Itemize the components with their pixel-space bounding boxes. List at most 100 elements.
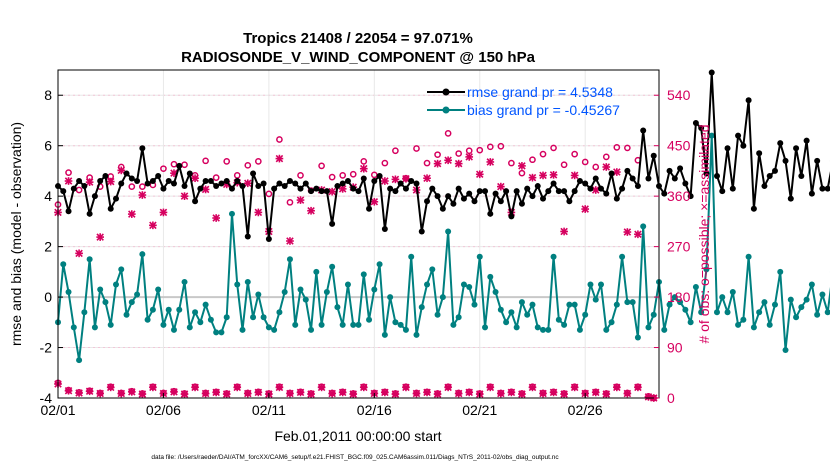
bias-point-68 [413, 331, 420, 338]
obs-assimilated-33 [402, 174, 410, 183]
obs-assimilated-low-22 [286, 389, 294, 398]
obs-assimilated-low-7 [127, 387, 136, 396]
obs-possible-34 [413, 145, 420, 152]
obs-possible-15 [212, 174, 220, 182]
obs-assimilated-low-11 [170, 387, 178, 396]
bias-point-24 [181, 278, 188, 285]
bias-point-141 [798, 304, 805, 311]
obs-possible-21 [276, 136, 283, 143]
obs-assimilated-31 [381, 177, 389, 185]
bias-point-137 [777, 268, 784, 275]
obs-assimilated-low-2 [75, 389, 83, 397]
obs-assimilated-low-46 [539, 389, 547, 398]
x-tick-label-5: 02/26 [568, 402, 603, 418]
bias-point-93 [545, 326, 552, 333]
obs-assimilated-low-53 [612, 383, 621, 392]
rmse-point-82 [487, 210, 494, 217]
obs-assimilated-36 [433, 159, 442, 168]
obs-assimilated-2 [75, 249, 83, 258]
bias-point-112 [645, 324, 652, 331]
bias-point-31 [218, 329, 225, 336]
plot-area [58, 70, 659, 398]
rmse-point-22 [170, 180, 177, 187]
bias-point-101 [587, 281, 594, 288]
obs-possible-46 [539, 150, 547, 158]
bias-point-109 [629, 299, 636, 306]
bias-point-20 [160, 321, 167, 328]
rmse-point-99 [576, 178, 583, 185]
left-tick-label-0: -4 [40, 390, 53, 406]
rmse-point-113 [650, 152, 657, 159]
left-tick-label-1: -2 [40, 340, 53, 356]
x-tick-label-0: 02/01 [40, 402, 75, 418]
rmse-point-17 [144, 180, 151, 187]
obs-possible-48 [560, 161, 568, 169]
obs-possible-27 [339, 172, 347, 179]
rmse-point-120 [687, 193, 694, 200]
obs-possible-29 [360, 158, 368, 165]
bias-point-89 [524, 311, 531, 318]
x-tick-label-1: 02/06 [146, 402, 181, 418]
rmse-point-115 [661, 190, 668, 197]
obs-possible-17 [233, 172, 241, 179]
obs-possible-23 [297, 172, 304, 179]
obs-assimilated-29 [359, 164, 368, 173]
bias-point-62 [381, 331, 388, 338]
x-axis-label: Feb.01,2011 00:00:00 start [274, 428, 441, 444]
bias-point-131 [745, 253, 752, 260]
bias-point-9 [102, 299, 109, 306]
rmse-point-76 [455, 185, 462, 192]
obs-possible-1 [65, 169, 72, 176]
obs-assimilated-low-49 [570, 383, 579, 392]
bias-point-106 [613, 301, 620, 308]
obs-possible-45 [529, 156, 536, 164]
rmse-point-30 [213, 183, 220, 190]
obs-possible-18 [244, 161, 252, 169]
obs-assimilated-low-45 [528, 383, 537, 392]
bias-point-42 [276, 309, 283, 316]
bias-point-48 [308, 326, 315, 333]
obs-assimilated-low-5 [106, 383, 115, 392]
left-tick-label-2: 0 [44, 289, 52, 305]
rmse-point-139 [787, 195, 794, 202]
bias-point-130 [740, 316, 747, 323]
rmse-point-26 [192, 198, 199, 205]
bias-point-99 [576, 326, 583, 333]
rmse-point-39 [260, 180, 267, 187]
obs-assimilated-1 [64, 177, 73, 185]
bias-point-38 [255, 291, 262, 298]
obs-assimilated-low-21 [275, 383, 284, 392]
bias-point-133 [756, 309, 763, 316]
rmse-point-43 [281, 183, 288, 190]
bias-point-116 [666, 301, 673, 308]
obs-assimilated-low-38 [454, 389, 463, 398]
legend-rmse-marker [442, 88, 450, 96]
obs-assimilated-23 [296, 196, 305, 204]
bias-point-113 [650, 311, 657, 318]
obs-assimilated-42 [497, 182, 505, 191]
bias-point-28 [202, 301, 209, 308]
bias-point-39 [260, 314, 267, 321]
obs-assimilated-55 [634, 230, 642, 239]
obs-possible-11 [170, 160, 178, 168]
rmse-point-89 [524, 185, 531, 192]
rmse-point-79 [471, 198, 478, 205]
obs-assimilated-39 [465, 153, 474, 161]
left-tick-label-4: 4 [44, 188, 52, 204]
bias-point-111 [640, 223, 647, 230]
bias-point-58 [360, 271, 367, 278]
right-tick-label-0: 0 [667, 390, 675, 406]
bias-point-123 [703, 266, 710, 273]
obs-assimilated-50 [581, 205, 590, 213]
legend-bias-marker [442, 106, 450, 114]
obs-possible-31 [381, 159, 389, 167]
bias-point-117 [671, 294, 678, 301]
bias-point-82 [487, 273, 494, 280]
obs-assimilated-3 [85, 178, 94, 186]
obs-assimilated-4 [96, 233, 105, 241]
obs-assimilated-10 [159, 208, 168, 217]
rmse-point-25 [186, 170, 193, 177]
rmse-point-21 [165, 178, 172, 185]
obs-assimilated-low-34 [412, 389, 421, 398]
rmse-point-118 [677, 165, 684, 172]
